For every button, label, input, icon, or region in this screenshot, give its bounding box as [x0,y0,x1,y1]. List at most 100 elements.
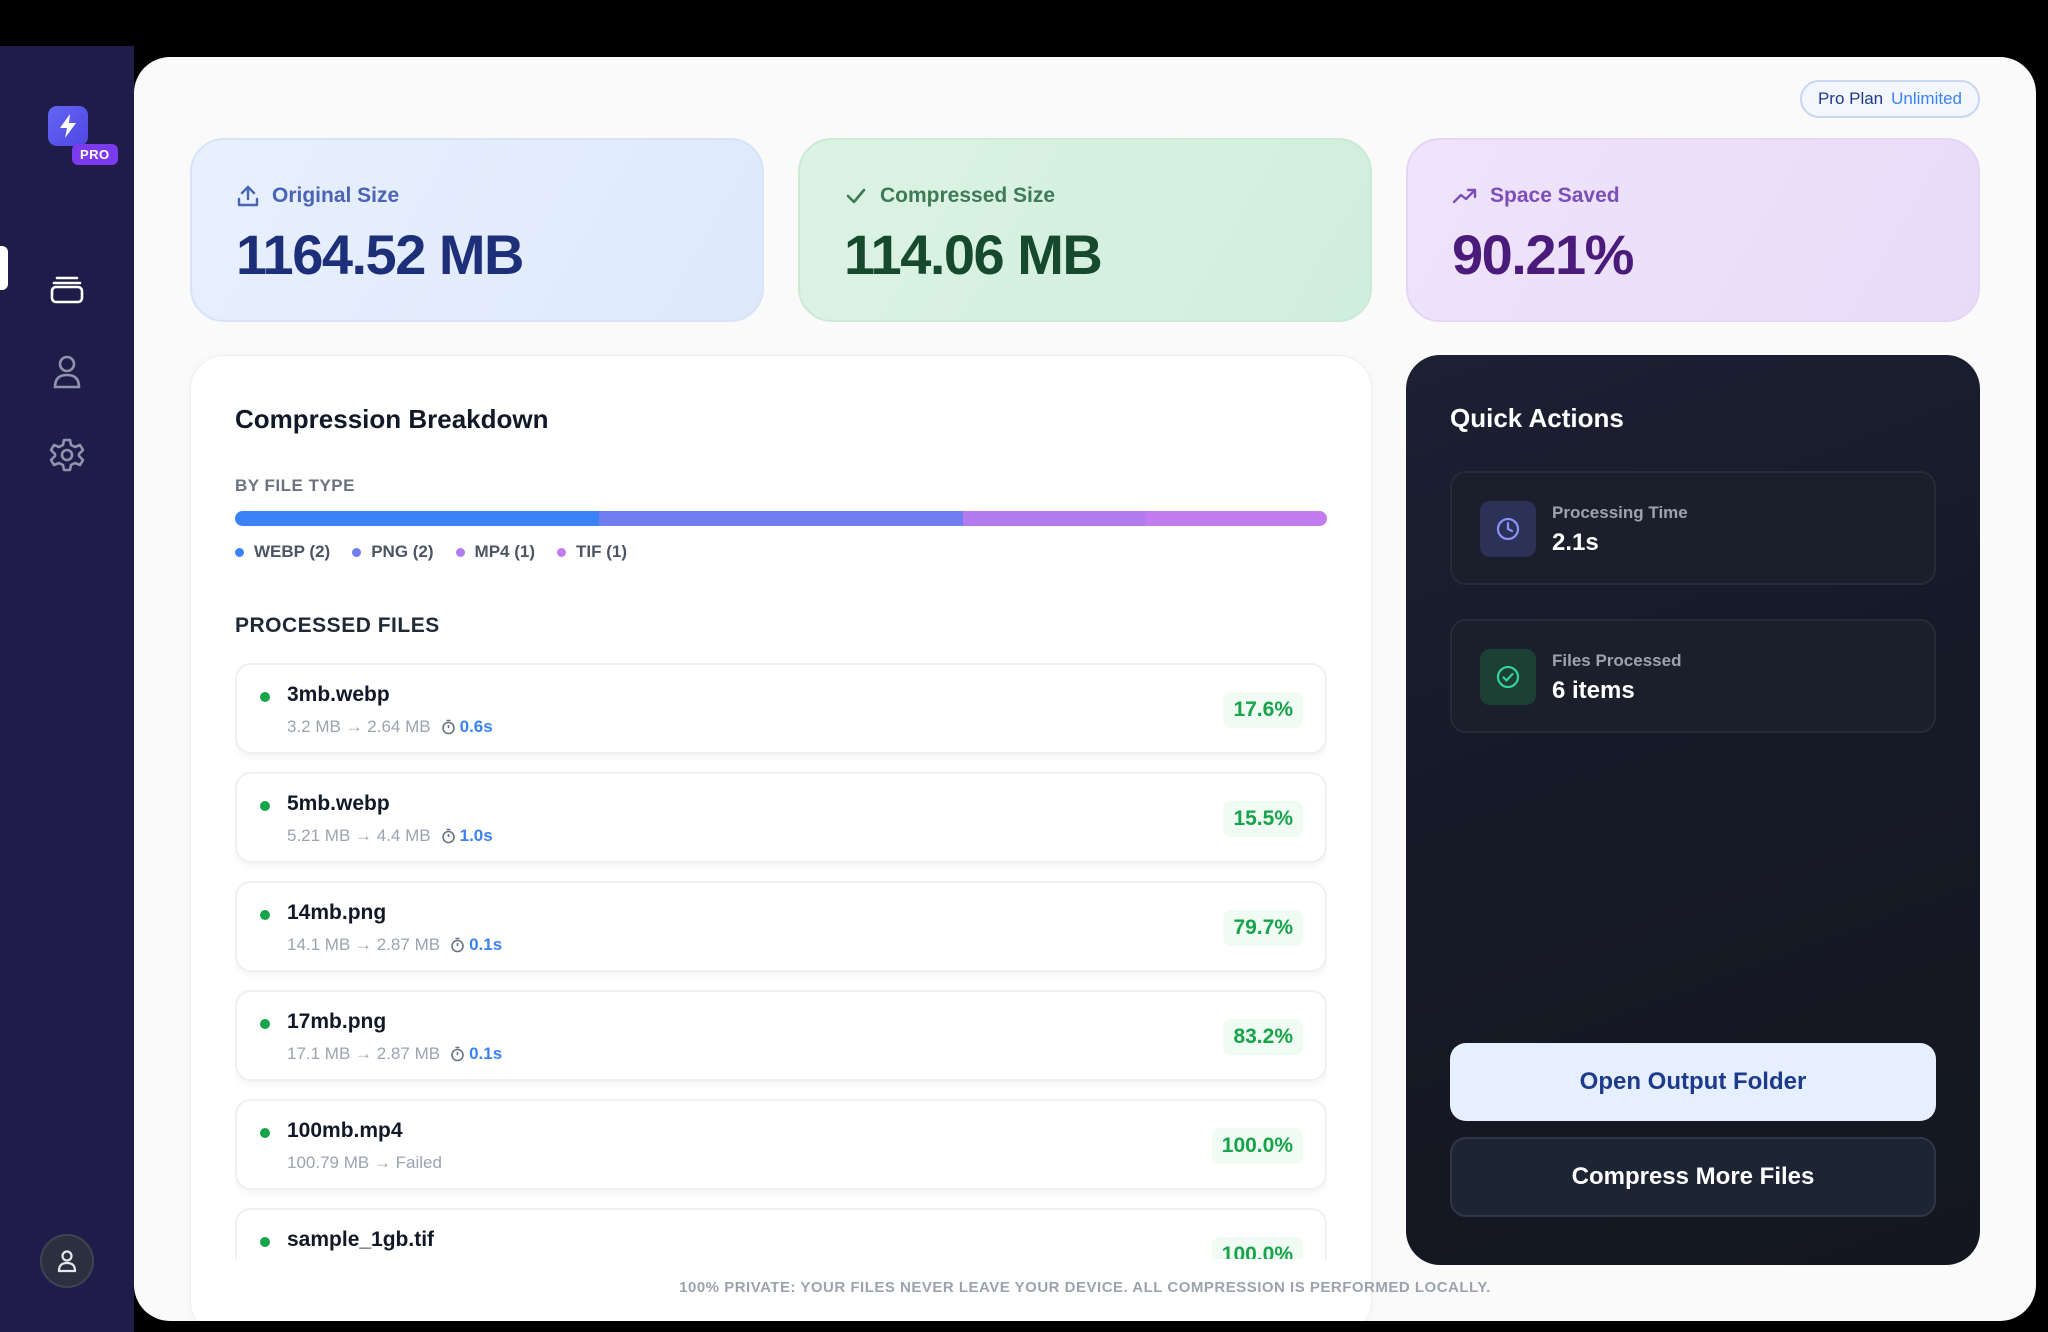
open-output-folder-button[interactable]: Open Output Folder [1450,1043,1936,1121]
processing-time-card: Processing Time 2.1s [1450,471,1936,585]
file-meta: 17.1 MB → 2.87 MB 0.1s [287,1044,502,1064]
nav-profile-button[interactable] [44,349,90,395]
file-time-value: 0.6s [459,717,493,736]
file-savings-badge: 79.7% [1223,910,1303,946]
legend-item: TIF (1) [557,542,627,562]
legend-label: PNG (2) [371,542,434,561]
file-savings-badge: 15.5% [1223,801,1303,837]
layers-icon [50,276,84,304]
file-time: 0.1s [450,1044,502,1064]
file-row[interactable]: 17mb.png 17.1 MB → 2.87 MB 0.1s 83.2% [235,990,1327,1081]
file-name: 3mb.webp [287,683,390,706]
breakdown-title: Compression Breakdown [235,404,549,434]
file-type-bar-segment [235,511,599,526]
legend-label: MP4 (1) [474,542,536,561]
compression-breakdown-panel: Compression Breakdown BY FILE TYPE WEBP … [190,355,1372,1321]
files-processed-label: Files Processed [1552,651,1682,670]
user-icon [53,355,81,389]
space-saved-value: 90.21% [1452,223,1634,286]
stopwatch-icon [451,1046,464,1062]
check-icon [846,188,866,204]
legend-label: TIF (1) [576,542,628,561]
legend-dot [455,547,465,557]
files-processed-value: 6 items [1552,677,1635,704]
processing-time-label: Processing Time [1552,503,1688,522]
file-type-bar [235,511,1327,526]
status-dot [260,910,270,920]
file-meta: 100.79 MB → Failed [287,1153,442,1173]
file-meta: 14.1 MB → 2.87 MB 0.1s [287,935,502,955]
trending-up-icon [1452,188,1477,204]
file-row[interactable]: sample_1gb.tif 100.0% [235,1208,1327,1259]
original-size-label: Original Size [272,184,400,207]
file-sizes: 17.1 MB → 2.87 MB [287,1044,441,1063]
compressed-size-label-row: Compressed Size [844,184,1326,208]
files-processed-card: Files Processed 6 items [1450,619,1936,733]
file-time-value: 1.0s [459,826,493,845]
stopwatch-icon [441,719,455,735]
active-nav-indicator [0,246,8,290]
nav-settings-button[interactable] [44,432,90,478]
gear-icon [49,438,85,472]
status-dot [260,1019,270,1029]
compress-more-files-button[interactable]: Compress More Files [1450,1137,1936,1217]
processing-time-value: 2.1s [1552,529,1599,556]
file-meta: 3.2 MB → 2.64 MB 0.6s [287,717,493,737]
file-sizes: 5.21 MB → 4.4 MB [287,826,431,845]
file-row[interactable]: 3mb.webp 3.2 MB → 2.64 MB 0.6s 17.6% [235,663,1327,754]
plan-badge[interactable]: Pro Plan Unlimited [1799,80,1980,118]
processed-files-heading: PROCESSED FILES [235,614,440,637]
file-sizes: 14.1 MB → 2.87 MB [287,935,441,954]
file-time: 1.0s [441,826,493,846]
status-dot [260,1128,270,1138]
file-name: 14mb.png [287,901,387,924]
by-file-type-heading: BY FILE TYPE [235,476,355,495]
file-savings-badge: 17.6% [1223,692,1303,728]
original-size-card: Original Size 1164.52 MB [190,138,764,322]
legend-item: WEBP (2) [235,542,330,562]
file-type-legend: WEBP (2) PNG (2) MP4 (1) TIF (1) [235,542,627,562]
file-type-bar-segment [599,511,963,526]
space-saved-label: Space Saved [1490,184,1620,207]
file-row[interactable]: 100mb.mp4 100.79 MB → Failed 100.0% [235,1099,1327,1190]
file-time-value: 0.1s [469,935,503,954]
file-name: 17mb.png [287,1010,387,1033]
clock-icon [1496,517,1520,541]
file-savings-badge: 83.2% [1223,1019,1303,1055]
file-row[interactable]: 5mb.webp 5.21 MB → 4.4 MB 1.0s 15.5% [235,772,1327,863]
main-panel: Pro Plan Unlimited Original Size 1164.52 … [134,57,2036,1321]
file-row[interactable]: 14mb.png 14.1 MB → 2.87 MB 0.1s 79.7% [235,881,1327,972]
stopwatch-icon [451,937,464,953]
processed-files-list[interactable]: 3mb.webp 3.2 MB → 2.64 MB 0.6s 17.6% 5mb… [235,663,1327,1259]
legend-dot [557,547,567,557]
file-savings-badge: 100.0% [1211,1237,1303,1259]
file-time: 0.1s [450,935,502,955]
file-name: sample_1gb.tif [287,1228,435,1251]
compressed-size-value: 114.06 MB [844,223,1103,286]
plan-tier: Unlimited [1891,89,1962,108]
legend-dot [352,547,362,557]
file-name: 5mb.webp [287,792,390,815]
status-dot [260,801,270,811]
legend-item: MP4 (1) [455,542,536,562]
window-top-bar [0,0,2048,46]
file-meta: 5.21 MB → 4.4 MB 1.0s [287,826,493,846]
nav-dashboard-button[interactable] [44,266,90,312]
file-time: 0.6s [441,717,493,737]
status-dot [260,1237,270,1247]
legend-item: PNG (2) [352,542,434,562]
stopwatch-icon [441,828,455,844]
file-sizes: 3.2 MB → 2.64 MB [287,717,431,736]
original-size-value: 1164.52 MB [236,223,524,286]
pro-badge: PRO [72,144,118,165]
lightning-icon [60,114,76,138]
file-savings-badge: 100.0% [1211,1128,1303,1164]
account-avatar-button[interactable] [40,1234,94,1288]
processing-time-icon-box [1480,501,1536,557]
check-circle-icon [1496,665,1520,689]
status-dot [260,692,270,702]
compressed-size-card: Compressed Size 114.06 MB [798,138,1372,322]
file-type-bar-segment [1145,511,1327,526]
privacy-footer: 100% PRIVATE: YOUR FILES NEVER LEAVE YOU… [679,1279,1491,1296]
app-logo[interactable] [48,106,88,146]
